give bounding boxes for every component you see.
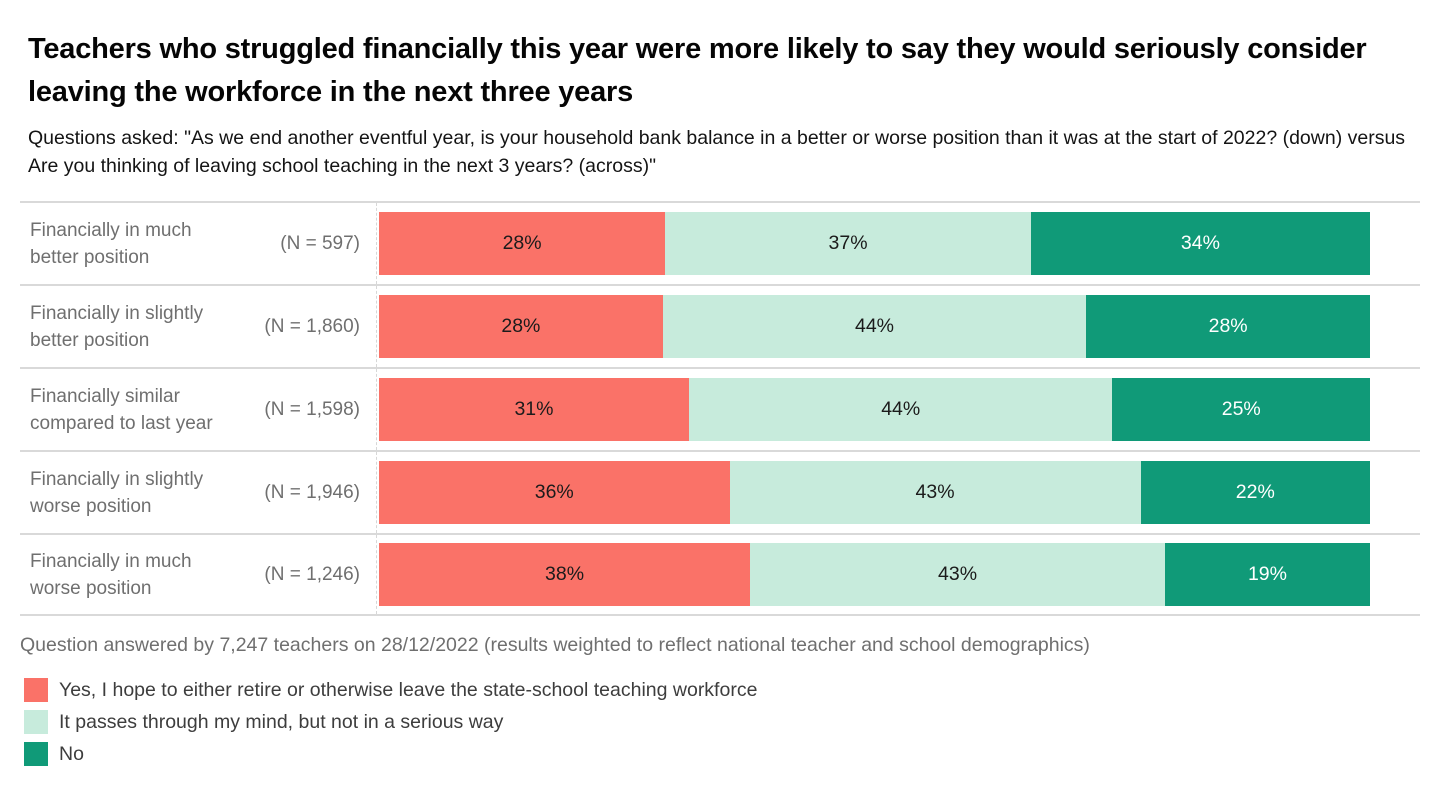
bar-segment: 43%: [729, 461, 1141, 524]
row-sample-size: (N = 1,246): [264, 563, 360, 585]
chart-footnote: Question answered by 7,247 teachers on 2…: [20, 634, 1090, 656]
row-category-label: Financially in slightly better position: [30, 302, 204, 351]
bar-segment: 19%: [1164, 543, 1370, 606]
bar-segment: 25%: [1112, 378, 1370, 441]
bar-segment: 43%: [750, 543, 1165, 606]
row-category-label: Financially similar compared to last yea…: [30, 385, 213, 434]
bar-segment: 28%: [379, 212, 666, 275]
stacked-bar: 28% 44% 28%: [379, 295, 1370, 358]
stacked-bar: 38% 43% 19%: [379, 543, 1370, 606]
row-label-cell: Financially in slightly worse position (N…: [20, 452, 377, 533]
stacked-bar: 28% 37% 34%: [379, 212, 1370, 275]
bar-segment: 36%: [379, 461, 730, 524]
row-sample-size: (N = 597): [280, 232, 360, 254]
legend-item: It passes through my mind, but not in a …: [24, 710, 1420, 734]
legend-label: It passes through my mind, but not in a …: [59, 710, 504, 733]
row-category-label: Financially in slightly worse position: [30, 468, 204, 517]
bar-segment: 28%: [1086, 295, 1370, 358]
table-row: Financially similar compared to last yea…: [20, 367, 1420, 450]
bar-segment: 37%: [665, 212, 1031, 275]
chart-legend: Yes, I hope to either retire or otherwis…: [24, 678, 1420, 766]
chart-page: Teachers who struggled financially this …: [20, 33, 1420, 766]
bar-segment: 44%: [688, 378, 1113, 441]
stacked-bar: 31% 44% 25%: [379, 378, 1370, 441]
bar-segment: 28%: [379, 295, 663, 358]
legend-item: Yes, I hope to either retire or otherwis…: [24, 678, 1420, 702]
row-category-label: Financially in much worse position: [30, 550, 192, 599]
table-row: Financially in much worse position (N = 1…: [20, 533, 1420, 616]
row-label-cell: Financially in much better position (N = …: [20, 203, 377, 284]
legend-swatch: [24, 678, 48, 702]
legend-item: No: [24, 742, 1420, 766]
row-sample-size: (N = 1,860): [264, 315, 360, 337]
bar-segment: 44%: [662, 295, 1087, 358]
row-sample-size: (N = 1,946): [264, 481, 360, 503]
legend-label: No: [59, 742, 84, 765]
bar-segment: 22%: [1140, 461, 1370, 524]
table-row: Financially in much better position (N = …: [20, 201, 1420, 284]
row-label-cell: Financially similar compared to last yea…: [20, 369, 377, 450]
table-row: Financially in slightly better position (…: [20, 284, 1420, 367]
row-label-cell: Financially in slightly better position (…: [20, 286, 377, 367]
table-row: Financially in slightly worse position (N…: [20, 450, 1420, 533]
chart-subtitle: Questions asked: "As we end another even…: [28, 127, 1406, 177]
bar-segment: 38%: [379, 543, 751, 606]
legend-label: Yes, I hope to either retire or otherwis…: [59, 678, 758, 701]
row-label-cell: Financially in much worse position (N = 1…: [20, 535, 377, 614]
stacked-bar-table: Financially in much better position (N = …: [20, 201, 1420, 616]
chart-title: Teachers who struggled financially this …: [28, 33, 1367, 108]
row-sample-size: (N = 1,598): [264, 398, 360, 420]
row-category-label: Financially in much better position: [30, 219, 192, 268]
stacked-bar: 36% 43% 22%: [379, 461, 1370, 524]
legend-swatch: [24, 710, 48, 734]
bar-segment: 34%: [1030, 212, 1370, 275]
legend-swatch: [24, 742, 48, 766]
bar-segment: 31%: [379, 378, 689, 441]
